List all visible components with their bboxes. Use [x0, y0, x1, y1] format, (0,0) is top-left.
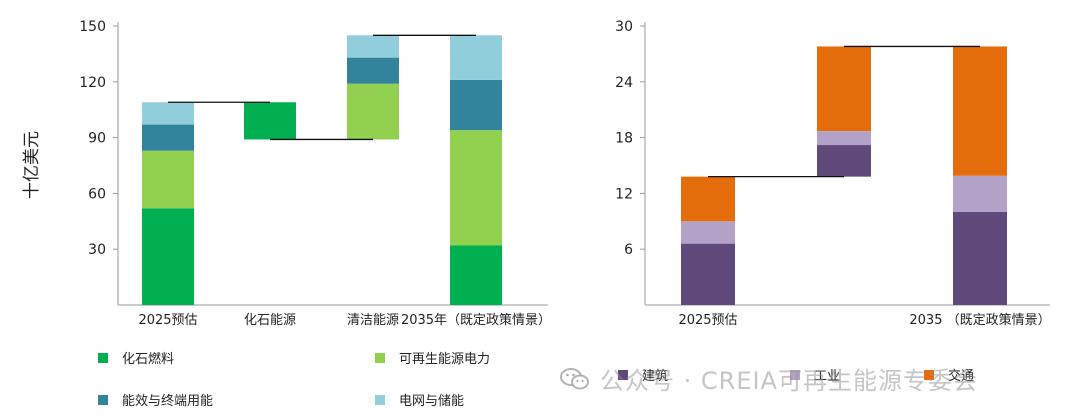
bar-segment: [142, 150, 194, 209]
wechat-icon: [560, 367, 589, 389]
bar-segment: [817, 131, 871, 146]
legend-label: 电网与储能: [399, 394, 465, 409]
legend-swatch: [98, 394, 108, 405]
legend-label: 建筑: [642, 369, 669, 384]
x-tick-label: 2035年（既定政策情景）: [401, 312, 551, 328]
bar-segment: [244, 102, 296, 140]
bar-segment: [817, 46, 871, 132]
y-tick-label: 30: [88, 242, 106, 258]
legend-label: 可再生能源电力: [399, 352, 491, 367]
x-tick-label: 2035 （既定政策情景）: [909, 312, 1050, 328]
bar-segment: [450, 35, 502, 80]
watermark: 公众号 · CREIA可再生能源专委会: [560, 361, 978, 396]
bar-segment: [142, 208, 194, 305]
legend-label: 工业: [814, 369, 841, 384]
legend-item-grid-storage: 电网与储能: [375, 390, 464, 409]
x-tick-label: 2025预估: [678, 313, 737, 328]
bar-segment: [450, 245, 502, 305]
legend-item-renewable-power: 可再生能源电力: [375, 348, 490, 367]
bar-segment: [142, 102, 194, 125]
bar-segment: [681, 243, 735, 305]
y-tick-label: 120: [79, 75, 106, 91]
legend-swatch: [924, 369, 934, 380]
legend-swatch: [618, 369, 628, 380]
bar-segment: [817, 145, 871, 177]
bar-segment: [953, 212, 1007, 305]
legend-label: 化石燃料: [122, 352, 175, 367]
watermark-text: 公众号 · CREIA可再生能源专委会: [600, 367, 978, 395]
bar-segment: [347, 83, 399, 140]
legend-label: 交通: [948, 369, 975, 384]
y-tick-label: 150: [79, 19, 106, 35]
bar-segment: [142, 124, 194, 151]
y-tick-label: 60: [88, 186, 106, 202]
legend-item-transport: 交通: [924, 365, 974, 384]
x-tick-label: 2025预估: [138, 313, 197, 328]
legend-item-industry: 工业: [790, 365, 840, 384]
bar-segment: [347, 35, 399, 58]
legend-item-efficiency: 能效与终端用能: [98, 390, 213, 409]
legend-swatch: [790, 369, 800, 380]
legend-swatch: [98, 352, 108, 363]
bar-segment: [681, 221, 735, 244]
legend-swatch: [375, 394, 385, 405]
legend-swatch: [375, 352, 385, 363]
bar-segment: [953, 46, 1007, 176]
bar-segment: [450, 79, 502, 131]
y-tick-label: 18: [615, 131, 633, 147]
legend-item-fossil-fuels: 化石燃料: [98, 348, 174, 367]
right-chart: 6 12 18 24 30 2025预估 2035 （既定政策情景）: [615, 19, 1050, 328]
left-chart: 30 60 90 120 150 2025预估 化石能源 清洁能源 2035年（既定政策情景）: [79, 19, 551, 328]
bar-segment: [953, 175, 1007, 212]
y-axis-label: 十亿美元: [22, 131, 42, 199]
bar-segment: [681, 176, 735, 222]
y-tick-label: 24: [615, 75, 633, 91]
x-tick-label: 清洁能源: [347, 313, 399, 328]
bar-segment: [347, 57, 399, 84]
y-tick-label: 90: [88, 131, 106, 147]
bar-segment: [450, 130, 502, 246]
legend-item-buildings: 建筑: [618, 365, 668, 384]
y-tick-label: 6: [624, 242, 633, 258]
legend-label: 能效与终端用能: [122, 394, 214, 409]
y-tick-label: 12: [615, 186, 633, 202]
y-tick-label: 30: [615, 19, 633, 35]
x-tick-label: 化石能源: [244, 313, 296, 328]
